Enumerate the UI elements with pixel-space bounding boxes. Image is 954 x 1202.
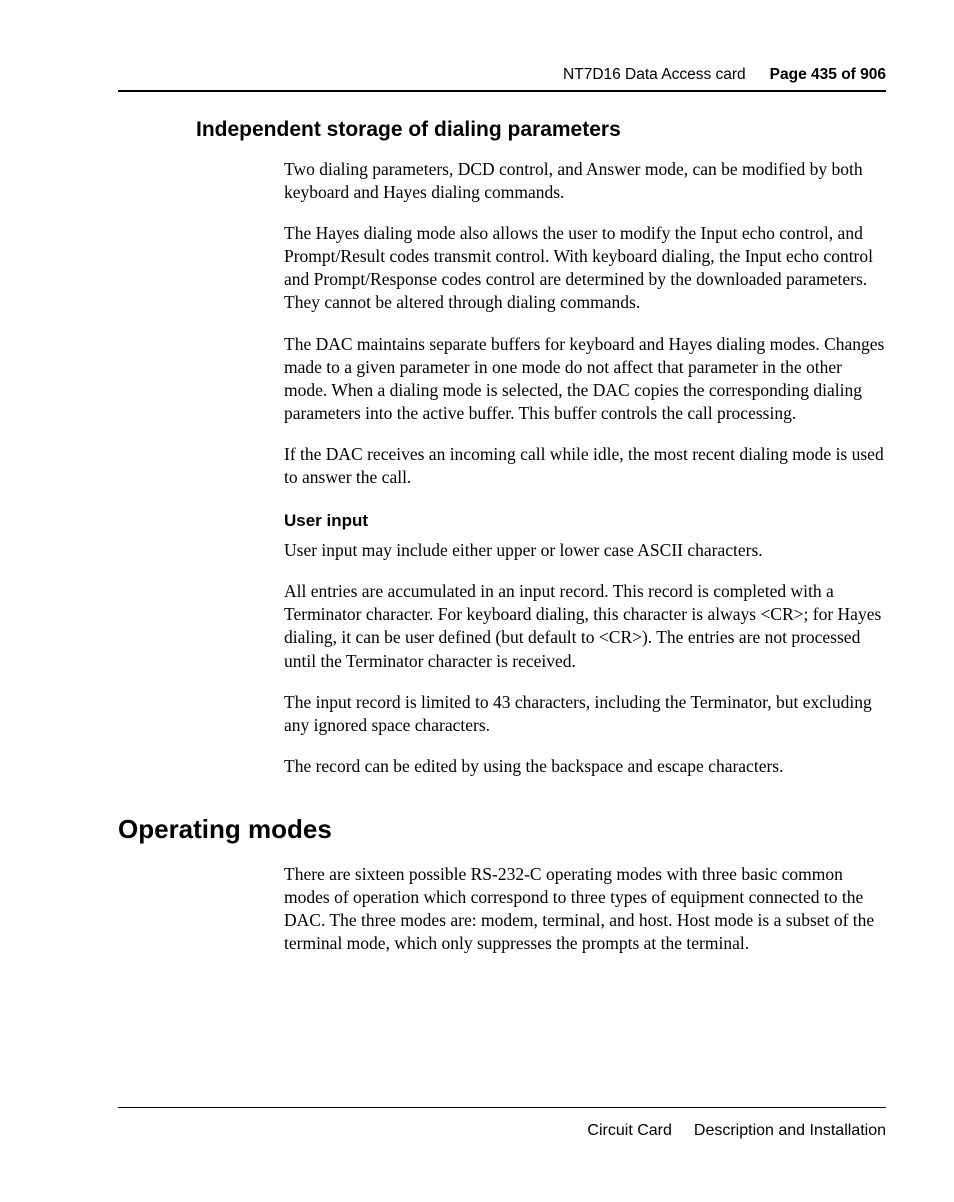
- heading-user-input: User input: [284, 511, 886, 531]
- footer-rule: [118, 1107, 886, 1108]
- header-page-number: Page 435 of 906: [770, 66, 886, 84]
- footer-right-text: Description and Installation: [694, 1122, 886, 1140]
- body-paragraph: There are sixteen possible RS-232-C oper…: [284, 863, 886, 955]
- heading-independent-storage: Independent storage of dialing parameter…: [196, 118, 886, 142]
- footer-left-text: Circuit Card: [587, 1122, 671, 1140]
- body-paragraph: If the DAC receives an incoming call whi…: [284, 443, 886, 489]
- header-doc-title: NT7D16 Data Access card: [563, 66, 746, 84]
- running-header: NT7D16 Data Access card Page 435 of 906: [118, 66, 886, 90]
- body-paragraph: The DAC maintains separate buffers for k…: [284, 333, 886, 425]
- header-rule: [118, 90, 886, 92]
- body-paragraph: User input may include either upper or l…: [284, 539, 886, 562]
- running-footer: Circuit Card Description and Installatio…: [118, 1107, 886, 1140]
- body-paragraph: The input record is limited to 43 charac…: [284, 691, 886, 737]
- body-paragraph: The record can be edited by using the ba…: [284, 755, 886, 778]
- heading-operating-modes: Operating modes: [118, 814, 886, 845]
- body-paragraph: Two dialing parameters, DCD control, and…: [284, 158, 886, 204]
- body-paragraph: The Hayes dialing mode also allows the u…: [284, 222, 886, 314]
- page-content: NT7D16 Data Access card Page 435 of 906 …: [0, 0, 954, 955]
- footer-text-row: Circuit Card Description and Installatio…: [118, 1122, 886, 1140]
- body-paragraph: All entries are accumulated in an input …: [284, 580, 886, 672]
